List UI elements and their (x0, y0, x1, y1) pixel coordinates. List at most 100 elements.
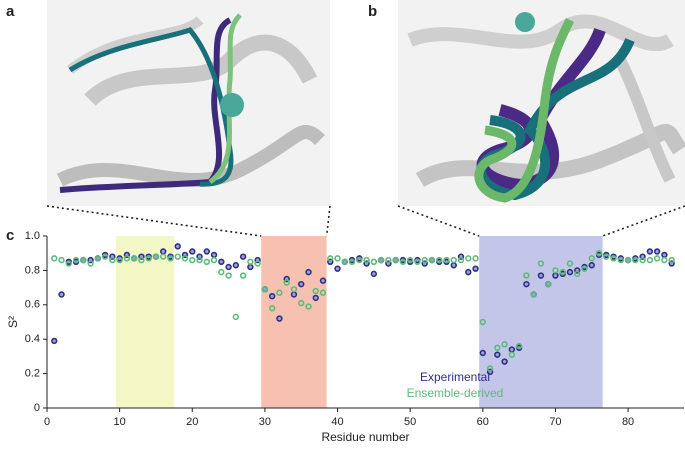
data-point (377, 256, 385, 264)
data-point (392, 256, 399, 264)
data-point (268, 293, 276, 300)
data-point (494, 344, 501, 351)
data-point (51, 255, 58, 262)
data-point (450, 262, 457, 269)
data-point (653, 248, 661, 255)
x-tick-label: 10 (114, 416, 126, 428)
data-point (319, 277, 327, 284)
data-point (319, 289, 327, 296)
data-point (138, 256, 145, 264)
data-point (80, 256, 87, 264)
x-tick-label: 50 (404, 416, 416, 428)
data-point (174, 243, 181, 250)
data-point (523, 272, 530, 279)
data-point (189, 256, 196, 264)
data-point (203, 258, 210, 265)
data-point (537, 260, 545, 267)
data-point (225, 272, 232, 279)
panel-label: b (368, 3, 377, 20)
data-point (370, 258, 378, 265)
y-tick-label: 0.6 (25, 299, 40, 311)
data-point (515, 342, 523, 350)
data-point (501, 341, 508, 348)
y-axis-title: S² (6, 316, 20, 328)
data-point (537, 272, 545, 279)
data-point (472, 255, 479, 262)
data-point (566, 268, 574, 276)
data-point (298, 280, 305, 288)
data-point (385, 256, 392, 264)
data-point (610, 255, 617, 262)
data-point (283, 279, 290, 286)
x-tick-label: 0 (44, 416, 50, 428)
x-tick-label: 70 (549, 416, 561, 428)
panel-label: c (6, 227, 14, 244)
data-point (588, 255, 595, 262)
data-point (58, 256, 65, 264)
data-point (588, 262, 595, 269)
data-point (595, 250, 603, 257)
data-point (486, 365, 494, 372)
data-point (494, 351, 501, 358)
data-point (101, 253, 109, 260)
data-point (399, 258, 407, 265)
panel-label: a (6, 3, 15, 20)
data-point (160, 248, 167, 255)
data-point (472, 265, 479, 272)
data-point (239, 272, 247, 279)
y-tick-label: 0.2 (25, 368, 40, 380)
data-point (370, 270, 378, 278)
data-point (465, 255, 472, 262)
data-point (109, 256, 116, 264)
data-point (210, 256, 218, 264)
y-tick-label: 0 (34, 402, 40, 414)
zoom-connector (397, 205, 480, 237)
data-point (189, 248, 196, 255)
data-point (668, 256, 675, 264)
legend-label: Ensemble-derived (407, 386, 504, 400)
data-point (530, 291, 537, 298)
data-point (421, 256, 428, 264)
data-point (632, 256, 639, 264)
data-point (603, 253, 610, 260)
data-point (443, 256, 450, 264)
data-point (225, 263, 232, 271)
data-point (544, 280, 552, 288)
data-point (428, 256, 436, 264)
zoom-connector (325, 205, 331, 237)
highlight-region (479, 236, 603, 408)
data-point (123, 255, 131, 262)
data-point (624, 256, 632, 264)
highlight-region (261, 236, 327, 408)
data-point (559, 268, 566, 276)
data-point (290, 291, 298, 298)
data-point (348, 258, 356, 265)
data-point (196, 256, 203, 264)
data-point (65, 260, 72, 267)
data-point (465, 268, 472, 276)
data-point (327, 255, 334, 262)
data-point (334, 265, 341, 272)
data-point (218, 268, 225, 276)
data-point (508, 351, 516, 358)
data-point (145, 255, 152, 262)
data-point (639, 256, 646, 264)
data-point (276, 289, 283, 296)
data-point (450, 256, 457, 264)
data-point (290, 286, 298, 293)
x-axis-title: Residue number (321, 430, 409, 444)
data-point (268, 305, 276, 312)
data-point (552, 267, 559, 274)
data-point (94, 255, 102, 262)
data-point (646, 248, 654, 255)
data-point (581, 265, 588, 272)
data-point (203, 248, 210, 255)
data-point (152, 253, 160, 260)
data-point (87, 260, 94, 267)
data-point (232, 313, 240, 321)
data-point (181, 255, 189, 262)
x-tick-label: 60 (477, 416, 489, 428)
data-point (566, 260, 574, 267)
data-point (334, 255, 341, 262)
